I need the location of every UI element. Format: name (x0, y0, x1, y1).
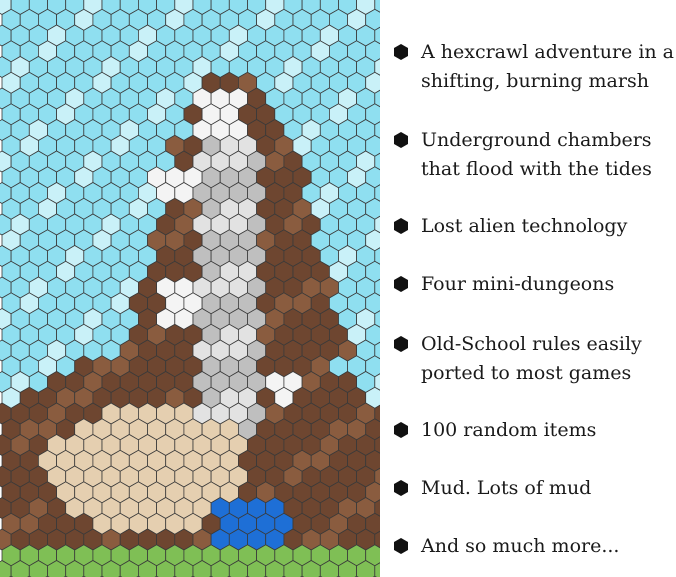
hexagon-bullet-icon (394, 276, 408, 292)
feature-line: Old-School rules easily (421, 333, 642, 355)
feature-text: Underground chambers that flood with the… (421, 126, 652, 184)
feature-line: Four mini-dungeons (421, 273, 615, 295)
hexagon-bullet-icon (394, 422, 408, 438)
hexagon-bullet-icon (394, 218, 408, 234)
feature-text: Old-School rules easily ported to most g… (421, 330, 642, 388)
feature-item: Old-School rules easily ported to most g… (392, 330, 676, 388)
hexagon-bullet-icon (394, 44, 408, 60)
feature-text: 100 random items (421, 416, 596, 445)
hexagon-bullet-icon (394, 538, 408, 554)
hex-map-illustration (0, 0, 380, 577)
feature-line: A hexcrawl adventure in a (421, 41, 675, 63)
feature-item: Underground chambers that flood with the… (392, 126, 676, 184)
feature-text: A hexcrawl adventure in a shifting, burn… (421, 38, 674, 96)
hexagon-bullet-icon (394, 132, 408, 148)
feature-text: And so much more... (421, 532, 619, 561)
feature-line: And so much more... (421, 535, 620, 557)
feature-line: Lost alien technology (421, 215, 628, 237)
feature-line: that flood with the tides (421, 158, 652, 180)
hexagon-bullet-icon (394, 336, 408, 352)
feature-text: Four mini-dungeons (421, 270, 614, 299)
hexagon-bullet-icon (394, 480, 408, 496)
feature-item: Four mini-dungeons (392, 270, 676, 299)
feature-item: A hexcrawl adventure in a shifting, burn… (392, 38, 676, 96)
feature-line: ported to most games (421, 362, 632, 384)
feature-item: 100 random items (392, 416, 676, 445)
feature-line: Underground chambers (421, 129, 652, 151)
feature-text: Mud. Lots of mud (421, 474, 591, 503)
feature-line: shifting, burning marsh (421, 70, 649, 92)
feature-item: Mud. Lots of mud (392, 474, 676, 503)
feature-text: Lost alien technology (421, 212, 627, 241)
feature-item: And so much more... (392, 532, 676, 561)
feature-line: 100 random items (421, 419, 597, 441)
feature-line: Mud. Lots of mud (421, 477, 592, 499)
feature-item: Lost alien technology (392, 212, 676, 241)
